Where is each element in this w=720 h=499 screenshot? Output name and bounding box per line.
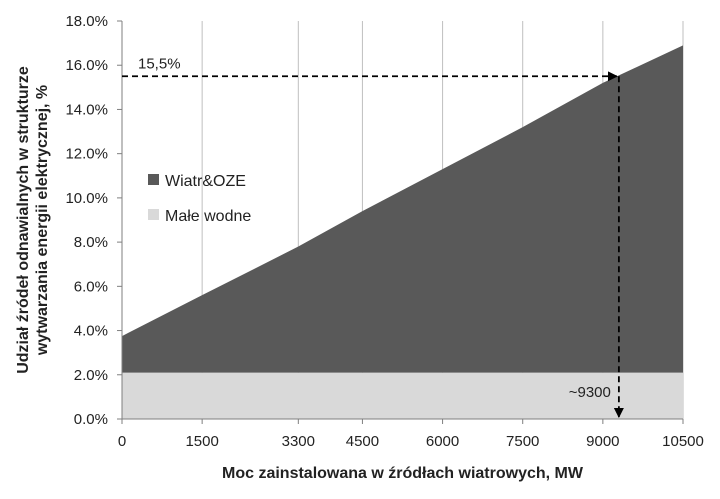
y-tick-label: 6.0%	[74, 278, 108, 295]
y-tick-label: 10.0%	[65, 190, 108, 207]
x-axis-title: Moc zainstalowana w źródłach wiatrowych,…	[222, 465, 584, 482]
y-tick-labels: 0.0% 2.0% 4.0% 6.0% 8.0% 10.0% 12.0% 14.0% 16.0%…	[65, 13, 108, 428]
x-tick-labels: 0 1500 3300 4500 6000 7500 9000 10500	[118, 433, 704, 450]
y-tick-label: 8.0%	[74, 234, 108, 251]
x-tick-label: 9000	[586, 433, 619, 450]
y-tick-label: 16.0%	[65, 57, 108, 74]
x-tick-label: 3300	[282, 433, 315, 450]
share-annotation-label: 15,5%	[138, 55, 181, 72]
y-tick-label: 0.0%	[74, 411, 108, 428]
x-tick-label: 6000	[426, 433, 459, 450]
power-annotation-label: ~9300	[569, 384, 611, 401]
x-tick-label: 0	[118, 433, 126, 450]
legend-label-wiatr-oze: Wiatr&OZE	[165, 173, 246, 190]
axes	[117, 20, 684, 424]
annotations: 15,5% ~9300	[122, 55, 624, 418]
legend-swatch-wiatr-oze	[148, 174, 159, 185]
y-axis-title-line-2: wytwarzania energii elektrycznej, %	[34, 85, 51, 356]
y-tick-label: 2.0%	[74, 367, 108, 384]
legend-label-male-wodne: Małe wodne	[165, 208, 251, 225]
x-tick-label: 4500	[346, 433, 379, 450]
y-tick-label: 18.0%	[65, 13, 108, 30]
y-tick-label: 12.0%	[65, 146, 108, 163]
x-tick-label: 1500	[185, 433, 218, 450]
legend: Wiatr&OZE Małe wodne	[148, 173, 251, 225]
x-tick-label: 7500	[506, 433, 539, 450]
area-series	[122, 45, 683, 419]
area-male-wodne	[122, 372, 683, 419]
y-tick-label: 14.0%	[65, 101, 108, 118]
x-tick-label: 10500	[662, 433, 704, 450]
y-tick-label: 4.0%	[74, 323, 108, 340]
y-axis-title-line-1: Udział źródeł odnawialnych w strukturze	[15, 66, 32, 374]
area-wiatr-oze	[122, 45, 683, 373]
legend-swatch-male-wodne	[148, 209, 159, 220]
